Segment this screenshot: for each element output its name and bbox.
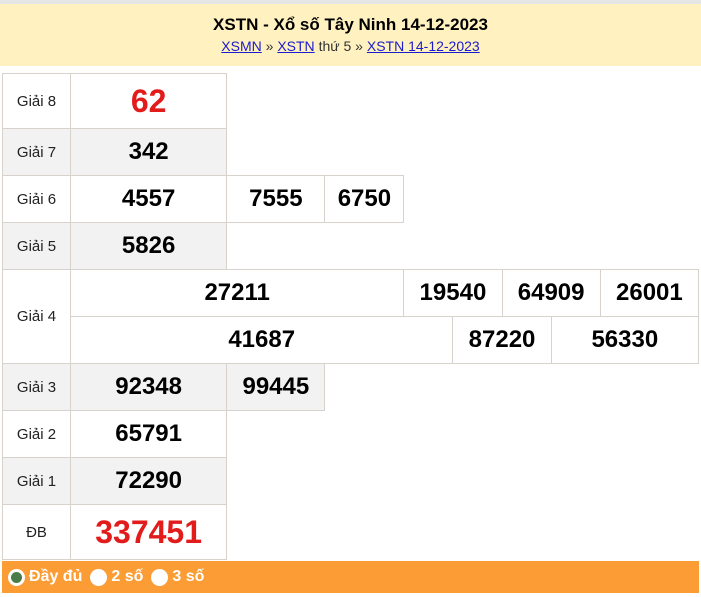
digit-filter: Đầy đủ 2 số 3 số: [2, 561, 699, 593]
prize-row: Giải 5 5826: [2, 222, 699, 270]
prize-number: 337451: [69, 504, 228, 560]
radio-icon[interactable]: [90, 568, 108, 586]
prize-number: 27211: [69, 269, 405, 317]
prize-label: Giải 6: [2, 175, 71, 223]
option-label: Đầy đủ: [29, 568, 83, 585]
prize-number: 65791: [69, 410, 228, 458]
prize-row: Giải 4 27211 19540 64909 26001: [2, 269, 700, 364]
prize-label: Giải 4: [2, 269, 71, 364]
option-label: 2 số: [111, 568, 144, 585]
breadcrumb: XSMN » XSTN thứ 5 » XSTN 14-12-2023: [0, 38, 701, 54]
prize-label: Giải 8: [2, 73, 71, 129]
prize-label: Giải 7: [2, 128, 71, 176]
prize-row: Giải 6 4557 7555 6750: [2, 175, 699, 223]
breadcrumb-date[interactable]: XSTN 14-12-2023: [366, 38, 480, 54]
page-title: XSTN - Xổ số Tây Ninh 14-12-2023: [213, 15, 488, 34]
digit-option[interactable]: 3 số: [151, 568, 204, 586]
breadcrumb-xstn[interactable]: XSTN: [277, 38, 315, 54]
prize-number: 87220: [452, 316, 552, 364]
breadcrumb-sep: »: [265, 38, 274, 54]
prize-number: 19540: [403, 269, 503, 317]
prize-number: 92348: [69, 363, 228, 411]
digit-option[interactable]: Đầy đủ: [8, 568, 82, 586]
radio-icon[interactable]: [151, 568, 169, 586]
prize-number: 62: [69, 73, 228, 129]
radio-icon[interactable]: [8, 568, 25, 586]
prize-label: Giải 1: [2, 457, 71, 505]
prize-row: Giải 8 62: [2, 73, 699, 129]
prize-row: ĐB 337451: [2, 504, 699, 560]
prize-row: Giải 1 72290: [2, 457, 699, 505]
prize-row: Giải 7 342: [2, 128, 699, 176]
prize-row: Giải 2 65791: [2, 410, 699, 458]
prize-row: Giải 3 92348 99445: [2, 363, 699, 411]
prize-label: Giải 5: [2, 222, 71, 270]
results-table: Giải 8 62 Giải 7 342 Giải 6 4557 7555 6750 Giải …: [2, 73, 700, 560]
prize-row: 41687 87220 56330: [3, 316, 700, 364]
prize-number: 56330: [550, 316, 700, 364]
breadcrumb-xsmn[interactable]: XSMN: [221, 38, 262, 54]
prize-number: 7555: [226, 175, 326, 223]
prize-label: ĐB: [2, 504, 71, 560]
top-bar: [0, 0, 701, 4]
prize-label: Giải 3: [2, 363, 71, 411]
prize-number: 6750: [324, 175, 405, 223]
prize-number: 5826: [69, 222, 228, 270]
prize-number: 64909: [501, 269, 601, 317]
prize-number: 99445: [226, 363, 326, 411]
breadcrumb-day: thứ 5 »: [318, 38, 363, 54]
prize-number: 4557: [69, 175, 228, 223]
prize-number: 342: [69, 128, 228, 176]
digit-option[interactable]: 2 số: [90, 568, 143, 586]
page-header: XSTN - Xổ số Tây Ninh 14-12-2023 XSMN » …: [0, 4, 701, 66]
prize-number: 26001: [599, 269, 700, 317]
prize-label: Giải 2: [2, 410, 71, 458]
option-label: 3 số: [172, 568, 205, 585]
prize-number: 72290: [69, 457, 228, 505]
prize-number: 41687: [69, 316, 454, 364]
